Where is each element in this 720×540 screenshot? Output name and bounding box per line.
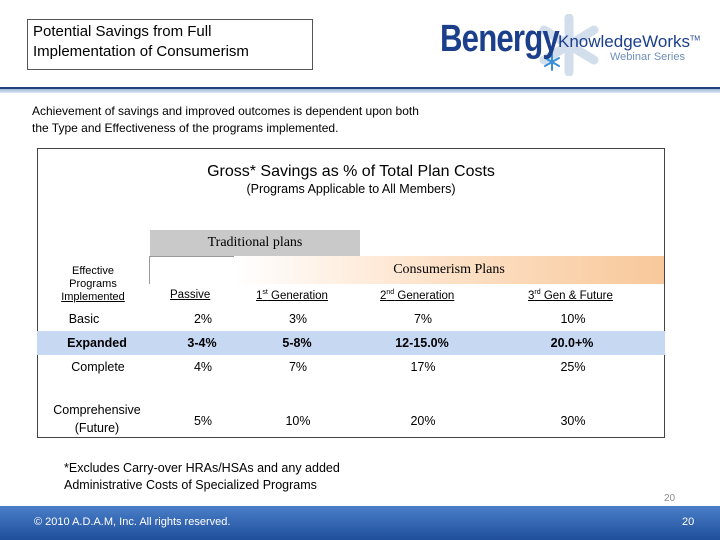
footnote-line2: Administrative Costs of Specialized Prog…: [64, 478, 317, 492]
cell-gen3: 25%: [560, 360, 586, 374]
benergy-logo: Benergy KnowledgeWorksTM Webinar Series: [440, 14, 710, 76]
gen2-num: 2: [380, 289, 387, 302]
column-header-gen2: 2nd Generation: [380, 289, 454, 302]
gen3-sup: rd: [534, 289, 541, 296]
table-row-basic: Basic 2% 3% 7% 10%: [38, 307, 664, 331]
logo-product: KnowledgeWorksTM: [558, 32, 700, 52]
row-header-line2: Programs: [69, 278, 117, 290]
page-number: 20: [682, 516, 695, 528]
gen1-num: 1: [256, 289, 263, 302]
gen1-sup: st: [262, 289, 268, 296]
gen2-text: Generation: [394, 289, 455, 302]
savings-table: Gross* Savings as % of Total Plan Costs …: [37, 148, 665, 438]
table-subtitle: (Programs Applicable to All Members): [246, 182, 456, 196]
cell-passive: 3-4%: [187, 336, 217, 350]
row-label: Basic: [68, 312, 100, 326]
gen2-sup: nd: [386, 289, 395, 296]
row-label: Expanded: [67, 336, 127, 350]
row-label: Complete: [71, 360, 125, 374]
footnote: *Excludes Carry-over HRAs/HSAs and any a…: [64, 460, 394, 494]
cell-gen2: 12-15.0%: [395, 336, 449, 350]
cell-passive: 5%: [193, 414, 213, 428]
cell-gen1: 5-8%: [282, 336, 312, 350]
slide-title-line1: Potential Savings from Full: [33, 23, 212, 40]
row-label-line2: (Future): [74, 421, 120, 435]
cell-gen2: 17%: [410, 360, 436, 374]
logo-brand: Benergy: [440, 18, 560, 60]
column-header-gen1: 1st Generation: [256, 289, 328, 302]
slide-title: Potential Savings from Full Implementati…: [27, 19, 313, 70]
logo-series: Webinar Series: [610, 51, 685, 63]
column-header-passive: Passive: [170, 289, 211, 301]
consumerism-plans-label: Consumerism Plans: [393, 262, 505, 277]
consumerism-plans-header: Consumerism Plans: [234, 256, 664, 284]
table-title: Gross* Savings as % of Total Plan Costs: [207, 163, 495, 180]
slide-title-line2: Implementation of Consumerism: [33, 43, 249, 60]
cell-gen1: 7%: [288, 360, 308, 374]
header-rule: [0, 87, 720, 93]
footer-bar: [0, 506, 720, 540]
divider: [149, 256, 150, 284]
table-row-complete: Complete 4% 7% 17% 25%: [38, 355, 664, 379]
intro-text: Achievement of savings and improved outc…: [32, 103, 472, 137]
row-header-label: Effective Programs Implemented: [48, 265, 138, 304]
cell-gen2: 20%: [410, 414, 436, 428]
cell-gen2: 7%: [413, 312, 433, 326]
traditional-plans-header: Traditional plans: [150, 230, 360, 256]
table-row-expanded: Expanded 3-4% 5-8% 12-15.0% 20.0+%: [37, 331, 665, 355]
column-header-gen3: 3rd Gen & Future: [528, 289, 613, 302]
page-number-faint: 20: [664, 493, 676, 504]
footnote-line1: *Excludes Carry-over HRAs/HSAs and any a…: [64, 461, 340, 475]
cell-gen3: 30%: [560, 414, 586, 428]
gen3-num: 3: [528, 289, 535, 302]
cell-passive: 2%: [193, 312, 213, 326]
cell-gen1: 10%: [285, 414, 311, 428]
cell-gen1: 3%: [288, 312, 308, 326]
cell-passive: 4%: [193, 360, 213, 374]
copyright: © 2010 A.D.A.M, Inc. All rights reserved…: [34, 516, 231, 528]
gen3-text: Gen & Future: [540, 289, 613, 302]
intro-line2: the Type and Effectiveness of the progra…: [32, 121, 339, 135]
logo-product-text: KnowledgeWorks: [558, 32, 690, 51]
table-row-comprehensive: Comprehensive (Future) 5% 10% 20% 30%: [38, 393, 664, 435]
asterisk-logo-icon: [539, 14, 599, 76]
row-header-line3: Implemented: [61, 291, 125, 303]
row-label: Comprehensive (Future): [42, 393, 152, 435]
cell-gen3: 20.0+%: [550, 336, 594, 350]
row-header-line1: Effective: [72, 265, 114, 277]
row-label-line1: Comprehensive: [53, 403, 141, 417]
gen1-text: Generation: [267, 289, 328, 302]
logo-tm: TM: [689, 35, 701, 43]
intro-line1: Achievement of savings and improved outc…: [32, 104, 419, 118]
cell-gen3: 10%: [560, 312, 586, 326]
